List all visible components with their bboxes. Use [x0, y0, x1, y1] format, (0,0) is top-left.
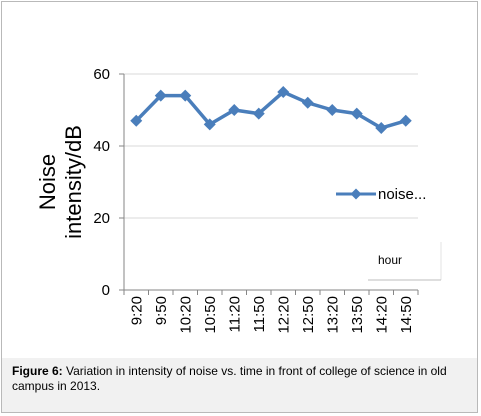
data-point-11-20 — [228, 104, 241, 116]
data-point-9-20 — [130, 114, 143, 127]
data-point-14-20 — [375, 122, 388, 134]
figure-caption: Figure 6: Variation in intensity of nois… — [12, 364, 472, 394]
axes — [123, 74, 418, 291]
x-tick-label-12-50: 12:50 — [300, 296, 317, 334]
line-chart: 0 20 40 60 9:20 9:50 10:20 10:50 11:20 11:50 12:2… — [35, 66, 442, 334]
y-tick-label-60: 60 — [93, 66, 110, 83]
legend-marker — [350, 188, 362, 200]
data-point-10-20 — [179, 89, 192, 102]
x-tick-label-13-50: 13:50 — [349, 296, 366, 334]
data-point-12-50 — [301, 96, 314, 109]
hour-annotation: hour — [368, 242, 442, 281]
x-tick-label-14-50: 14:50 — [398, 296, 415, 334]
x-tick-label-11-20: 11:20 — [226, 296, 243, 332]
y-tick-label-0: 0 — [102, 282, 110, 299]
legend: noise... — [336, 186, 426, 203]
caption-text: Variation in intensity of noise vs. time… — [12, 364, 447, 393]
annotation-hour-text: hour — [378, 253, 402, 267]
data-point-14-50 — [399, 114, 412, 127]
x-tick-label-14-20: 14:20 — [373, 296, 390, 334]
y-axis-title-line-2: intensity/dB — [61, 125, 86, 239]
x-tick-label-11-50: 11:50 — [251, 296, 268, 332]
y-tick-labels: 0 20 40 60 — [93, 66, 110, 299]
data-point-12-20 — [277, 86, 290, 98]
data-point-10-50 — [203, 118, 216, 131]
y-axis-title-line-1: Noise — [35, 154, 60, 210]
grid-lines — [119, 73, 419, 295]
y-axis-title: Noise intensity/dB — [35, 125, 86, 239]
series-line — [134, 90, 407, 130]
x-tick-label-10-50: 10:50 — [202, 296, 219, 334]
x-tick-label-12-20: 12:20 — [275, 296, 292, 334]
legend-label: noise... — [378, 186, 426, 203]
x-tick-label-10-20: 10:20 — [177, 296, 194, 334]
y-tick-label-40: 40 — [93, 138, 110, 155]
caption-area — [2, 358, 477, 412]
caption-label: Figure 6: — [12, 364, 63, 378]
x-tick-label-13-20: 13:20 — [324, 296, 341, 334]
data-point-9-50 — [154, 89, 167, 102]
x-tick-labels: 9:20 9:50 10:20 10:50 11:20 11:50 12:20 12:50 13… — [128, 296, 415, 334]
data-point-11-50 — [252, 107, 265, 120]
data-point-13-20 — [326, 104, 339, 116]
data-point-13-50 — [350, 107, 363, 120]
y-tick-label-20: 20 — [93, 210, 110, 227]
series-noise — [130, 86, 412, 134]
x-tick-label-9-50: 9:50 — [153, 296, 170, 325]
x-tick-label-9-20: 9:20 — [128, 296, 145, 325]
